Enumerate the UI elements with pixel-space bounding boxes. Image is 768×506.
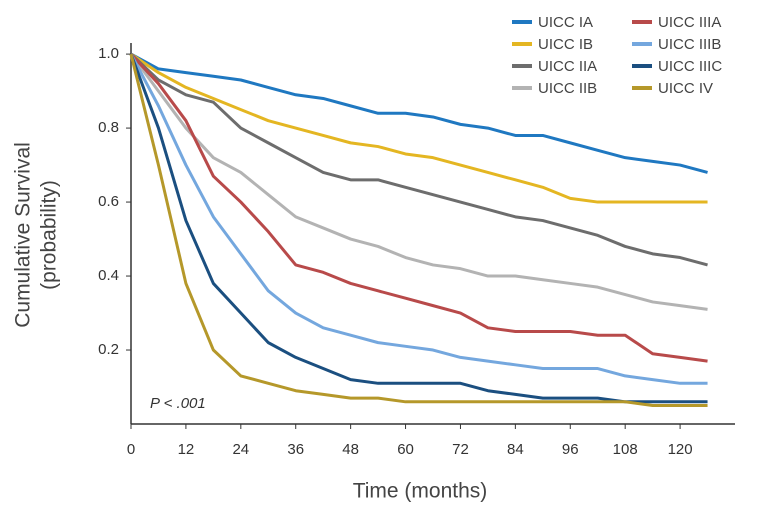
x-tick-label: 0 (127, 441, 135, 458)
x-tick-label: 108 (613, 441, 638, 458)
legend-label: UICC IIIB (658, 36, 721, 53)
y-tick-label: 1.0 (98, 45, 119, 62)
y-tick-label: 0.8 (98, 119, 119, 136)
legend-label: UICC IIB (538, 80, 597, 97)
legend-label: UICC IV (658, 80, 713, 97)
legend-label: UICC IIA (538, 58, 597, 75)
x-tick-label: 72 (452, 441, 469, 458)
legend-label: UICC IB (538, 36, 593, 53)
legend-label: UICC IA (538, 14, 593, 31)
y-tick-label: 0.6 (98, 193, 119, 210)
survival-curve (129, 53, 708, 408)
legend: UICC IA UICC IB UICC IIA UICC IIB UICC IIIA U… (512, 14, 722, 97)
x-tick-label: 120 (668, 441, 693, 458)
y-axis-title-line: Cumulative Survival (12, 142, 35, 328)
y-tick-label: 0.2 (98, 341, 119, 358)
survival-curve (129, 53, 708, 385)
y-axis-title: Cumulative Survival (probability) (12, 142, 61, 328)
survival-curve (129, 53, 708, 267)
x-tick-label: 60 (397, 441, 414, 458)
y-tick-label: 0.4 (98, 267, 119, 284)
survival-curve (129, 53, 708, 363)
x-tick-label: 12 (178, 441, 195, 458)
x-tick-label: 24 (232, 441, 249, 458)
x-tick-label: 36 (287, 441, 304, 458)
x-axis-title: Time (months) (353, 480, 488, 503)
y-axis-title-line: (probability) (38, 180, 61, 290)
x-tick-label: 96 (562, 441, 579, 458)
x-tick-label: 84 (507, 441, 524, 458)
p-value-annotation: P < .001 (150, 395, 206, 412)
survival-curve (130, 52, 708, 174)
survival-curve (130, 52, 708, 204)
legend-label: UICC IIIA (658, 14, 721, 31)
survival-curve (129, 53, 708, 311)
survival-curve (129, 53, 708, 404)
x-tick-label: 48 (342, 441, 359, 458)
legend-label: UICC IIIC (658, 58, 722, 75)
